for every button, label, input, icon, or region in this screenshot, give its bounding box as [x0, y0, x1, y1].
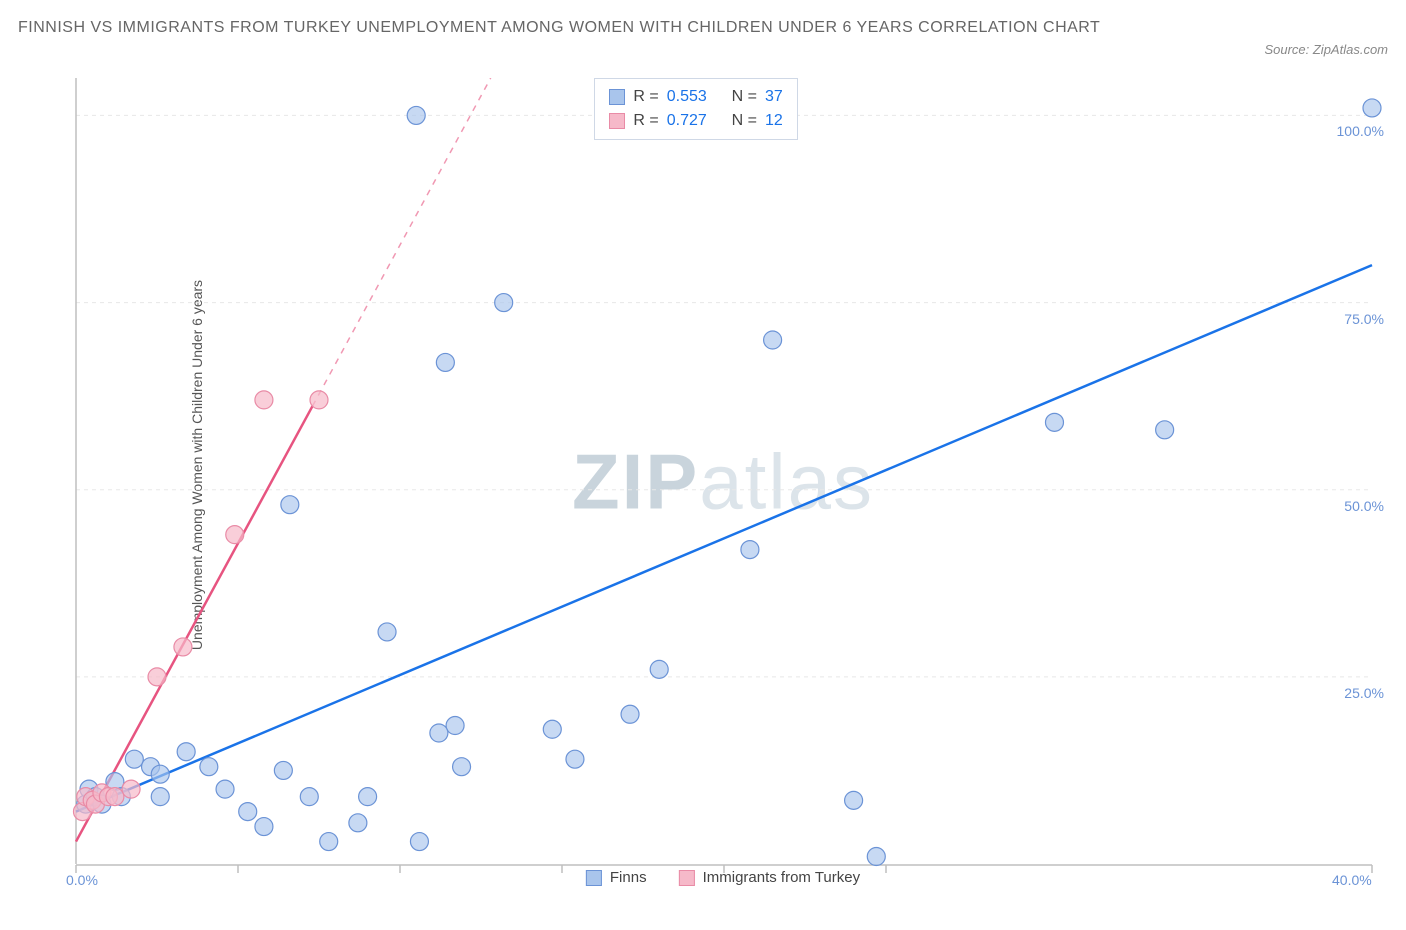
series-legend: Finns Immigrants from Turkey — [586, 869, 860, 886]
legend-swatch — [586, 870, 602, 886]
correlation-legend: R =0.553 N =37R =0.727 N =12 — [594, 78, 797, 140]
plot-svg — [58, 78, 1388, 886]
chart-title: FINNISH VS IMMIGRANTS FROM TURKEY UNEMPL… — [18, 15, 1118, 41]
legend-item: Immigrants from Turkey — [679, 869, 861, 886]
legend-row: R =0.553 N =37 — [609, 85, 782, 109]
legend-row: R =0.727 N =12 — [609, 109, 782, 133]
legend-item: Finns — [586, 869, 647, 886]
source-credit: Source: ZipAtlas.com — [1264, 42, 1388, 57]
legend-swatch — [609, 89, 625, 105]
legend-swatch — [679, 870, 695, 886]
scatter-plot: ZIPatlas R =0.553 N =37R =0.727 N =12 Fi… — [58, 78, 1388, 886]
legend-swatch — [609, 113, 625, 129]
